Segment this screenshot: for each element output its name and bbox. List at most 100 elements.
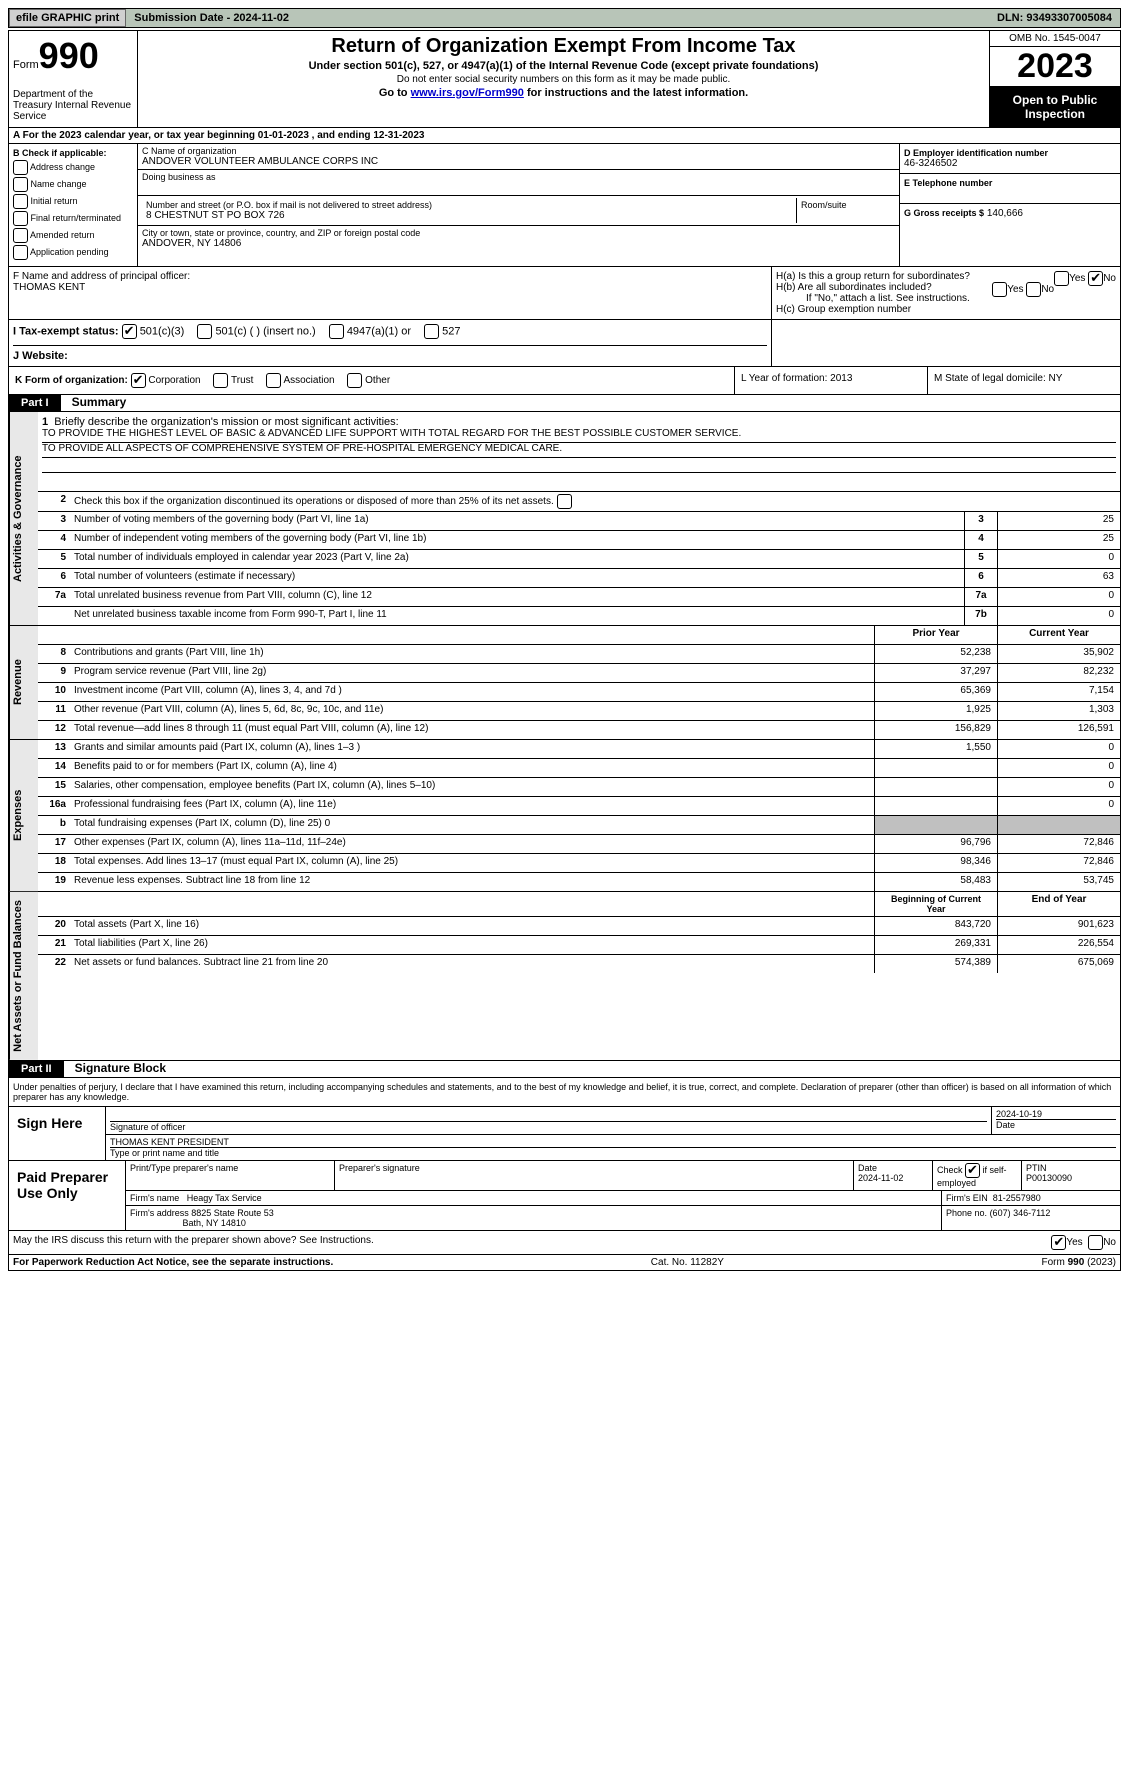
- year-box: OMB No. 1545-0047 2023 Open to Public In…: [989, 31, 1120, 127]
- chk-final-return[interactable]: [13, 211, 28, 226]
- ha-yes[interactable]: [1054, 271, 1069, 286]
- street-label: Number and street (or P.O. box if mail i…: [146, 200, 792, 210]
- q1-label: Briefly describe the organization's miss…: [54, 416, 398, 428]
- hc-label: H(c) Group exemption number: [776, 304, 1116, 315]
- discuss-row: May the IRS discuss this return with the…: [8, 1231, 1121, 1255]
- prior-year-header: Prior Year: [874, 626, 997, 644]
- netassets-section: Net Assets or Fund Balances Beginning of…: [8, 892, 1121, 1061]
- current-year-header: Current Year: [997, 626, 1120, 644]
- footer: For Paperwork Reduction Act Notice, see …: [8, 1255, 1121, 1271]
- col-b-checkboxes: B Check if applicable: Address change Na…: [9, 144, 138, 266]
- chk-501c3[interactable]: [122, 324, 137, 339]
- phone-label: E Telephone number: [904, 178, 1116, 188]
- subtitle-3: Go to www.irs.gov/Form990 for instructio…: [142, 87, 985, 99]
- form-number: 990: [39, 35, 99, 77]
- expense-line: 16aProfessional fundraising fees (Part I…: [38, 797, 1120, 816]
- revenue-line: 8Contributions and grants (Part VIII, li…: [38, 645, 1120, 664]
- chk-name-change[interactable]: [13, 177, 28, 192]
- hb-label: H(b) Are all subordinates included?: [776, 282, 932, 293]
- chk-app-pending[interactable]: [13, 245, 28, 260]
- h-continued: [771, 320, 1120, 366]
- hb-no[interactable]: [1026, 282, 1041, 297]
- chk-amended[interactable]: [13, 228, 28, 243]
- chk-initial-return[interactable]: [13, 194, 28, 209]
- subtitle-1: Under section 501(c), 527, or 4947(a)(1)…: [142, 60, 985, 72]
- goto-post: for instructions and the latest informat…: [524, 87, 748, 99]
- part1-header: Part I Summary: [8, 395, 1121, 412]
- gross-receipts-label: G Gross receipts $: [904, 208, 984, 218]
- chk-4947[interactable]: [329, 324, 344, 339]
- chk-self-employed[interactable]: [965, 1163, 980, 1178]
- begin-year-header: Beginning of Current Year: [874, 892, 997, 916]
- chk-501c[interactable]: [197, 324, 212, 339]
- prep-name-label: Print/Type preparer's name: [130, 1163, 238, 1173]
- hb-yes[interactable]: [992, 282, 1007, 297]
- expense-line: 15Salaries, other compensation, employee…: [38, 778, 1120, 797]
- expenses-section: Expenses 13Grants and similar amounts pa…: [8, 740, 1121, 892]
- year-formation: L Year of formation: 2013: [734, 367, 927, 394]
- col-b-label: B Check if applicable:: [13, 148, 133, 158]
- efile-print-button[interactable]: efile GRAPHIC print: [9, 9, 126, 27]
- expense-line: 14Benefits paid to or for members (Part …: [38, 759, 1120, 778]
- revenue-line: 12Total revenue—add lines 8 through 11 (…: [38, 721, 1120, 739]
- col-de: D Employer identification number 46-3246…: [899, 144, 1120, 266]
- chk-527[interactable]: [424, 324, 439, 339]
- period-row: A For the 2023 calendar year, or tax yea…: [8, 128, 1121, 144]
- sig-officer-label: Signature of officer: [110, 1122, 987, 1132]
- discuss-question: May the IRS discuss this return with the…: [13, 1235, 1051, 1250]
- ha-no[interactable]: [1088, 271, 1103, 286]
- form-of-org: K Form of organization: Corporation Trus…: [9, 367, 734, 394]
- revenue-line: 9Program service revenue (Part VIII, lin…: [38, 664, 1120, 683]
- part1-num: Part I: [9, 395, 61, 411]
- goto-pre: Go to: [379, 87, 411, 99]
- irs-link[interactable]: www.irs.gov/Form990: [411, 87, 524, 99]
- top-bar: efile GRAPHIC print Submission Date - 20…: [8, 8, 1121, 28]
- discuss-yes[interactable]: [1051, 1235, 1066, 1250]
- subtitle-2: Do not enter social security numbers on …: [142, 74, 985, 85]
- klm-row: K Form of organization: Corporation Trus…: [8, 367, 1121, 395]
- chk-trust[interactable]: [213, 373, 228, 388]
- type-name-label: Type or print name and title: [110, 1148, 1116, 1158]
- netassets-line: 20Total assets (Part X, line 16)843,7209…: [38, 917, 1120, 936]
- i-label: I Tax-exempt status:: [13, 325, 119, 337]
- chk-address-change[interactable]: [13, 160, 28, 175]
- name-label: C Name of organization: [142, 146, 895, 156]
- q2-text: Check this box if the organization disco…: [74, 496, 554, 507]
- summary-line: 4Number of independent voting members of…: [38, 531, 1120, 550]
- state-domicile: M State of legal domicile: NY: [927, 367, 1120, 394]
- form-title: Return of Organization Exempt From Incom…: [142, 35, 985, 58]
- discuss-no[interactable]: [1088, 1235, 1103, 1250]
- part1-title: Summary: [64, 395, 127, 409]
- officer-h-row: F Name and address of principal officer:…: [8, 267, 1121, 320]
- chk-assoc[interactable]: [266, 373, 281, 388]
- dln: DLN: 93493307005084: [989, 10, 1120, 26]
- revenue-line: 11Other revenue (Part VIII, column (A), …: [38, 702, 1120, 721]
- expense-line: 17Other expenses (Part IX, column (A), l…: [38, 835, 1120, 854]
- j-label: J Website:: [13, 350, 68, 362]
- paid-preparer-label: Paid Preparer Use Only: [9, 1161, 126, 1230]
- form-word: Form: [13, 59, 39, 71]
- submission-date: Submission Date - 2024-11-02: [126, 10, 989, 26]
- ptin-value: P00130090: [1026, 1173, 1072, 1183]
- mission-line1: TO PROVIDE THE HIGHEST LEVEL OF BASIC & …: [42, 428, 1116, 443]
- chk-discontinued[interactable]: [557, 494, 572, 509]
- sig-date-label: Date: [996, 1120, 1116, 1130]
- penalty-text: Under penalties of perjury, I declare th…: [9, 1078, 1120, 1106]
- form-id-box: Form 990 Department of the Treasury Inte…: [9, 31, 138, 127]
- gross-receipts-value: 140,666: [987, 208, 1023, 219]
- ha-label: H(a) Is this a group return for subordin…: [776, 271, 970, 282]
- cat-no: Cat. No. 11282Y: [651, 1257, 724, 1268]
- hb-note: If "No," attach a list. See instructions…: [776, 293, 1116, 304]
- street-address: 8 CHESTNUT ST PO BOX 726: [146, 210, 792, 221]
- summary-line: 6Total number of volunteers (estimate if…: [38, 569, 1120, 588]
- form-label-footer: Form 990 (2023): [1042, 1257, 1116, 1268]
- mission-line2: TO PROVIDE ALL ASPECTS OF COMPREHENSIVE …: [42, 443, 1116, 458]
- firm-name: Heagy Tax Service: [187, 1193, 262, 1203]
- section-label-netassets: Net Assets or Fund Balances: [9, 892, 38, 1060]
- chk-corp[interactable]: [131, 373, 146, 388]
- chk-other[interactable]: [347, 373, 362, 388]
- firm-ein: 81-2557980: [993, 1193, 1041, 1203]
- netassets-line: 22Net assets or fund balances. Subtract …: [38, 955, 1120, 973]
- form-header: Form 990 Department of the Treasury Inte…: [8, 30, 1121, 128]
- officer-name-title: THOMAS KENT PRESIDENT: [110, 1137, 1116, 1148]
